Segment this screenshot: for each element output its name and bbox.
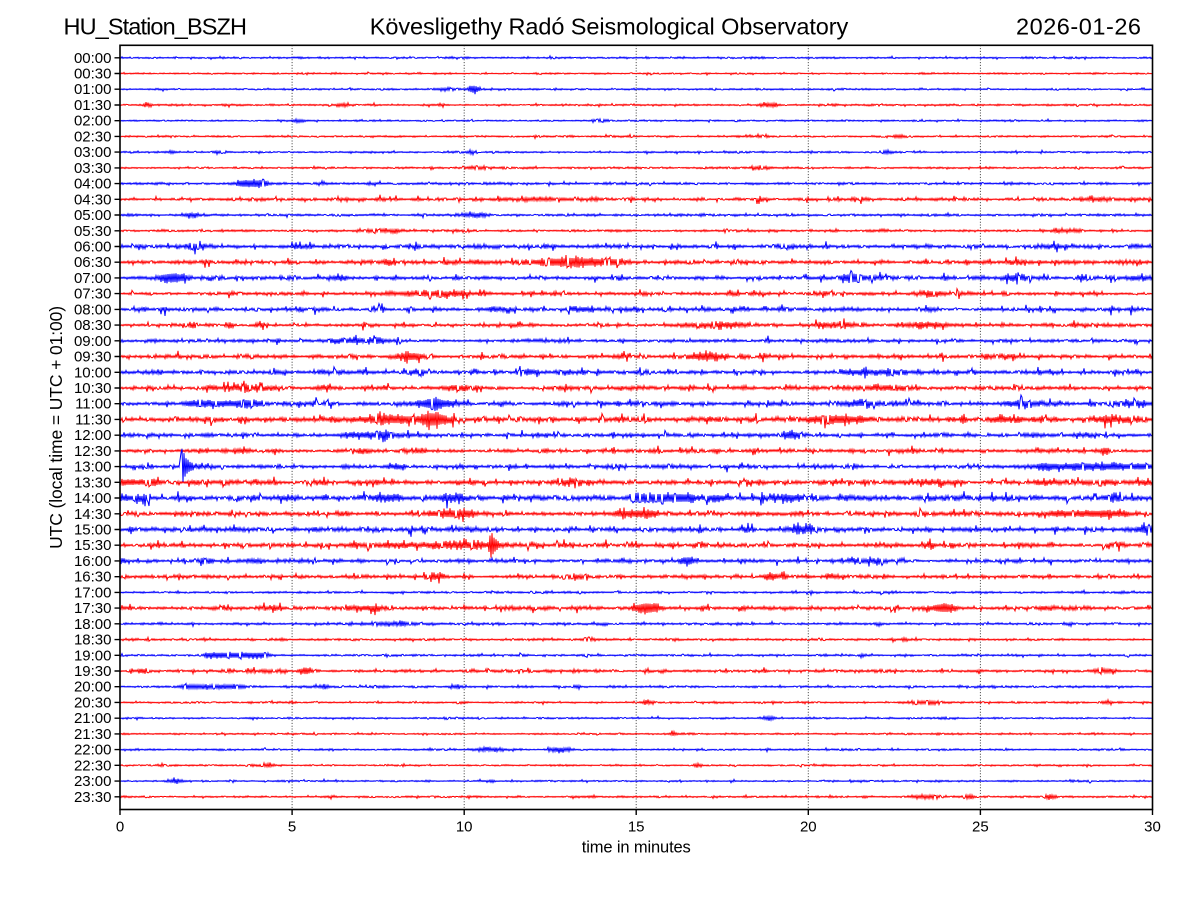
svg-text:2026-01-26: 2026-01-26 bbox=[1016, 13, 1141, 39]
svg-text:11:00: 11:00 bbox=[75, 396, 111, 413]
svg-text:10:00: 10:00 bbox=[74, 364, 112, 381]
svg-text:07:30: 07:30 bbox=[74, 286, 112, 303]
svg-text:00:00: 00:00 bbox=[74, 50, 112, 67]
svg-text:23:30: 23:30 bbox=[74, 789, 112, 806]
svg-text:12:30: 12:30 bbox=[74, 443, 112, 460]
svg-text:04:30: 04:30 bbox=[74, 191, 112, 208]
svg-text:23:00: 23:00 bbox=[74, 773, 112, 790]
svg-text:03:00: 03:00 bbox=[74, 144, 112, 161]
svg-text:5: 5 bbox=[288, 819, 296, 836]
svg-text:11:30: 11:30 bbox=[75, 411, 111, 428]
svg-text:20: 20 bbox=[800, 819, 817, 836]
svg-text:10: 10 bbox=[456, 819, 473, 836]
svg-text:19:00: 19:00 bbox=[74, 647, 112, 664]
svg-text:05:30: 05:30 bbox=[74, 223, 112, 240]
svg-text:19:30: 19:30 bbox=[74, 663, 112, 680]
svg-text:08:00: 08:00 bbox=[74, 301, 112, 318]
svg-text:03:30: 03:30 bbox=[74, 160, 112, 177]
svg-text:13:00: 13:00 bbox=[74, 459, 112, 476]
svg-text:09:30: 09:30 bbox=[74, 349, 112, 366]
svg-text:15: 15 bbox=[628, 819, 645, 836]
svg-text:15:30: 15:30 bbox=[74, 537, 112, 554]
svg-text:01:30: 01:30 bbox=[74, 97, 112, 114]
svg-text:25: 25 bbox=[972, 819, 989, 836]
svg-text:21:30: 21:30 bbox=[74, 726, 112, 743]
svg-text:18:00: 18:00 bbox=[74, 616, 112, 633]
svg-text:05:00: 05:00 bbox=[74, 207, 112, 224]
svg-text:01:00: 01:00 bbox=[74, 81, 112, 98]
svg-text:22:30: 22:30 bbox=[74, 757, 112, 774]
svg-text:10:30: 10:30 bbox=[74, 380, 112, 397]
svg-text:14:30: 14:30 bbox=[74, 506, 112, 523]
svg-text:UTC (local time = UTC + 01:00): UTC (local time = UTC + 01:00) bbox=[46, 306, 66, 549]
svg-text:18:30: 18:30 bbox=[74, 632, 112, 649]
svg-text:04:00: 04:00 bbox=[74, 176, 112, 193]
svg-text:HU_Station_BSZH: HU_Station_BSZH bbox=[64, 13, 248, 39]
svg-text:17:30: 17:30 bbox=[74, 600, 112, 617]
svg-text:22:00: 22:00 bbox=[74, 742, 112, 759]
svg-text:00:30: 00:30 bbox=[74, 66, 112, 83]
svg-text:21:00: 21:00 bbox=[74, 710, 112, 727]
svg-text:12:00: 12:00 bbox=[74, 427, 112, 444]
svg-text:13:30: 13:30 bbox=[74, 474, 112, 491]
svg-text:15:00: 15:00 bbox=[74, 522, 112, 539]
svg-text:07:00: 07:00 bbox=[74, 270, 112, 287]
svg-text:16:00: 16:00 bbox=[74, 553, 112, 570]
svg-text:17:00: 17:00 bbox=[74, 584, 112, 601]
svg-text:time in minutes: time in minutes bbox=[582, 839, 691, 857]
svg-text:06:30: 06:30 bbox=[74, 254, 112, 271]
svg-text:30: 30 bbox=[1144, 819, 1161, 836]
svg-text:02:30: 02:30 bbox=[74, 128, 112, 145]
svg-text:20:00: 20:00 bbox=[74, 679, 112, 696]
svg-text:09:00: 09:00 bbox=[74, 333, 112, 350]
svg-text:Kövesligethy Radó Seismologica: Kövesligethy Radó Seismological Observat… bbox=[370, 13, 849, 39]
svg-text:16:30: 16:30 bbox=[74, 569, 112, 586]
svg-text:20:30: 20:30 bbox=[74, 694, 112, 711]
svg-text:08:30: 08:30 bbox=[74, 317, 112, 334]
svg-text:02:00: 02:00 bbox=[74, 113, 112, 130]
svg-text:14:00: 14:00 bbox=[74, 490, 112, 507]
svg-text:0: 0 bbox=[116, 819, 124, 836]
svg-text:06:00: 06:00 bbox=[74, 239, 112, 256]
